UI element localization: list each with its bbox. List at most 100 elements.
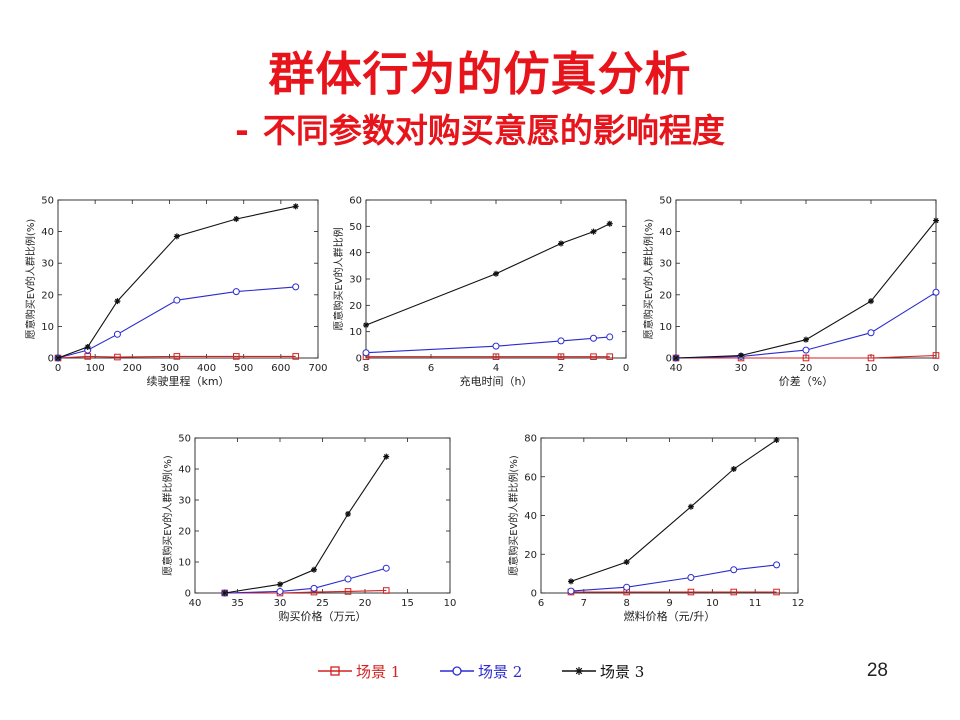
y-tick-label: 0 [185, 589, 191, 600]
x-tick-label: 6 [428, 363, 434, 374]
data-point-scenario-1 [344, 588, 352, 595]
data-point-scenario-2 [590, 334, 597, 342]
y-tick-label: 20 [178, 527, 191, 538]
series-line-scenario-1 [676, 354, 937, 359]
y-tick-label: 0 [356, 354, 362, 365]
y-tick-label: 80 [524, 434, 537, 445]
x-tick-label: 6 [538, 598, 544, 609]
data-point-scenario-2 [173, 296, 181, 304]
data-point-scenario-2 [687, 574, 695, 581]
y-tick-label: 10 [349, 327, 362, 338]
data-point-scenario-3 [363, 322, 369, 329]
data-point-scenario-3 [114, 298, 121, 305]
subtitle-text: 不同参数对购买意愿的影响程度 [262, 111, 725, 150]
x-tick-label: 600 [271, 363, 290, 374]
y-tick-label: 0 [48, 354, 54, 365]
data-point-scenario-3 [292, 203, 299, 210]
data-point-scenario-2 [310, 584, 318, 592]
data-point-scenario-1 [773, 588, 780, 596]
x-tick-label: 0 [55, 363, 61, 374]
x-tick-label: 35 [231, 598, 244, 609]
data-point-scenario-3 [803, 336, 809, 343]
x-tick-label: 7 [581, 598, 587, 609]
x-tick-label: 40 [670, 363, 683, 374]
y-tick-label: 40 [41, 227, 54, 238]
y-tick-label: 30 [659, 259, 672, 270]
x-tick-label: 4 [493, 363, 499, 374]
y-tick-label: 30 [349, 275, 362, 286]
data-point-scenario-3 [558, 240, 564, 247]
data-point-scenario-1 [867, 354, 875, 362]
x-tick-label: 0 [623, 363, 629, 374]
data-point-scenario-3 [277, 581, 283, 588]
data-point-scenario-2 [344, 575, 352, 583]
series-line-scenario-1 [224, 589, 387, 594]
chart-price-difference: 40 30 20 10 0 0 10 20 30 40 50 价差（%） 愿意购买EV的人群比例(%) [642, 196, 940, 388]
y-axis-label: 愿意购买EV的人群比例 [332, 227, 345, 330]
data-point-scenario-3 [345, 510, 351, 517]
x-axis-label: 价差（%） [779, 374, 833, 388]
data-point-scenario-1 [557, 353, 565, 360]
y-tick-label: 50 [178, 434, 191, 445]
data-point-scenario-3 [84, 343, 91, 350]
data-point-scenario-1 [173, 353, 181, 360]
data-point-scenario-3 [590, 228, 597, 235]
legend-label: 场景 1 [356, 663, 401, 681]
data-point-scenario-2 [773, 561, 781, 569]
x-tick-label: 300 [160, 363, 179, 374]
data-point-scenario-3 [687, 503, 694, 510]
x-tick-label: 30 [735, 363, 748, 374]
data-point-scenario-1 [292, 353, 300, 360]
data-point-scenario-3 [567, 578, 574, 585]
data-point-scenario-1 [232, 353, 240, 360]
data-point-scenario-2 [113, 330, 121, 338]
data-point-scenario-2 [276, 587, 284, 595]
x-tick-label: 10 [865, 363, 878, 374]
data-point-scenario-1 [932, 352, 940, 359]
plot-frame [365, 199, 627, 359]
x-tick-label: 400 [197, 363, 216, 374]
data-point-scenario-2 [606, 333, 614, 341]
y-axis-label: 愿意购买EV的人群比例(%) [642, 219, 655, 340]
data-point-scenario-3 [933, 217, 939, 224]
x-tick-label: 9 [666, 598, 672, 609]
data-point-scenario-3 [868, 298, 874, 305]
data-point-scenario-1 [606, 353, 614, 360]
x-axis-label: 续驶里程（km） [146, 374, 229, 388]
y-tick-label: 50 [659, 196, 672, 207]
legend-marker-star [562, 667, 596, 675]
y-axis-label: 愿意购买EV的人群比例(%) [161, 455, 174, 576]
data-point-scenario-2 [932, 288, 940, 296]
data-point-scenario-3 [55, 355, 61, 361]
y-tick-label: 20 [349, 301, 362, 312]
x-tick-label: 200 [123, 363, 142, 374]
legend-marker-circle [440, 666, 474, 676]
chart-fuel-price: 6 7 8 9 10 11 12 0 20 40 60 80 燃料价格（元/升） 愿意购买EV的人群比例(… [507, 434, 804, 624]
y-axis-label: 愿意购买EV的人群比例(%) [507, 455, 520, 576]
data-point-scenario-2 [362, 349, 370, 357]
x-tick-label: 20 [359, 598, 372, 609]
data-point-scenario-3 [173, 233, 180, 240]
y-tick-label: 10 [41, 322, 54, 333]
data-point-scenario-2 [492, 342, 500, 350]
x-tick-label: 40 [189, 598, 202, 609]
series-line-scenario-3 [57, 205, 296, 359]
data-point-scenario-3 [623, 559, 630, 565]
legend-label: 场景 2 [478, 663, 523, 681]
plot-frame [675, 199, 937, 359]
data-point-scenario-3 [233, 215, 240, 222]
y-tick-label: 0 [666, 354, 672, 365]
data-point-scenario-1 [114, 353, 121, 361]
x-tick-label: 12 [792, 598, 805, 609]
y-axis-label: 愿意购买EV的人群比例(%) [24, 219, 37, 340]
y-tick-label: 30 [178, 496, 191, 507]
series-line-scenario-2 [365, 336, 610, 354]
slide-subtitle: - 不同参数对购买意愿的影响程度 [0, 104, 960, 152]
data-point-scenario-1 [84, 353, 92, 360]
y-tick-label: 10 [178, 558, 191, 569]
data-point-scenario-2 [867, 329, 875, 337]
data-point-scenario-2 [802, 346, 810, 354]
series-line-scenario-3 [570, 439, 777, 582]
data-point-scenario-2 [623, 583, 631, 591]
x-tick-label: 8 [363, 363, 369, 374]
